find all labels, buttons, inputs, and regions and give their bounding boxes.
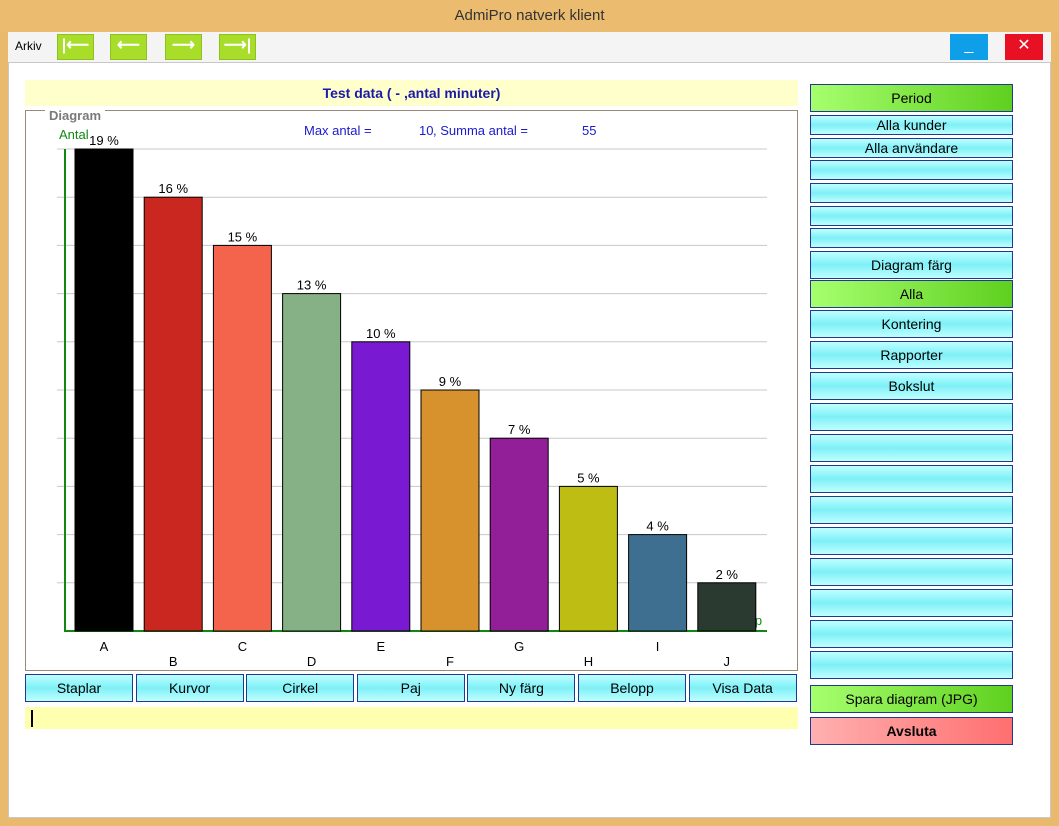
- category-label: C: [238, 639, 247, 654]
- bar-b: [143, 196, 203, 632]
- period-button[interactable]: Period: [810, 84, 1013, 112]
- previous-record-button[interactable]: ⟵: [110, 34, 147, 60]
- category-label: A: [100, 639, 109, 654]
- category-label: B: [169, 654, 178, 669]
- max-value: 10: [419, 123, 433, 138]
- bar-percent-label: 16 %: [158, 181, 188, 196]
- spara-diagram-button[interactable]: Spara diagram (JPG): [810, 685, 1013, 713]
- category-label: G: [514, 639, 524, 654]
- empty-filter-button-1[interactable]: [810, 160, 1013, 180]
- bar-h: [558, 485, 618, 632]
- minimize-icon: _: [964, 37, 974, 54]
- bar-chart: Antal Grupp Max antal = 10 , Summa antal…: [57, 123, 767, 669]
- sum-label: , Summa antal =: [433, 123, 528, 138]
- category-label: H: [584, 654, 593, 669]
- arrow-right-icon: ⟶: [172, 37, 195, 54]
- empty-filter-button-2[interactable]: [810, 183, 1013, 203]
- bar-percent-label: 10 %: [366, 326, 396, 341]
- y-axis-label: Antal: [59, 127, 89, 142]
- bar-percent-label: 5 %: [577, 470, 600, 485]
- bar-percent-label: 19 %: [89, 133, 119, 148]
- minimize-button[interactable]: _: [950, 34, 988, 60]
- bar-percent-label: 15 %: [228, 229, 258, 244]
- status-input[interactable]: [25, 707, 798, 729]
- diagram-frame: [25, 110, 798, 671]
- kontering-button[interactable]: Kontering: [810, 310, 1013, 338]
- sum-value: 55: [582, 123, 596, 138]
- category-label: E: [376, 639, 385, 654]
- empty-menu-button-8[interactable]: [810, 620, 1013, 648]
- bar-a: [74, 148, 134, 632]
- belopp-button[interactable]: Belopp: [578, 674, 686, 702]
- category-label: I: [656, 639, 660, 654]
- paj-button[interactable]: Paj: [356, 674, 465, 702]
- rapporter-button[interactable]: Rapporter: [810, 341, 1013, 369]
- category-label: F: [446, 654, 454, 669]
- bar-j: [697, 582, 757, 632]
- cirkel-button[interactable]: Cirkel: [246, 674, 355, 702]
- diagram-farg-button[interactable]: Diagram färg: [810, 251, 1013, 279]
- alla-button[interactable]: Alla: [810, 280, 1013, 308]
- first-record-button[interactable]: |⟵: [57, 34, 94, 60]
- close-button[interactable]: ✕: [1005, 34, 1043, 60]
- last-record-button[interactable]: ⟶|: [219, 34, 256, 60]
- arrow-first-icon: |⟵: [61, 37, 90, 54]
- staplar-button[interactable]: Staplar: [25, 674, 133, 702]
- text-cursor: [31, 710, 33, 727]
- bar-percent-label: 13 %: [297, 278, 327, 293]
- bar-percent-label: 7 %: [508, 422, 531, 437]
- toolbar: Arkiv |⟵ ⟵ ⟶ ⟶| _ ✕: [8, 32, 1051, 62]
- window-title: AdmiPro natverk klient: [0, 0, 1059, 32]
- bokslut-button[interactable]: Bokslut: [810, 372, 1013, 400]
- menu-arkiv[interactable]: Arkiv: [15, 39, 42, 53]
- empty-menu-button-3[interactable]: [810, 465, 1013, 493]
- empty-menu-button-2[interactable]: [810, 434, 1013, 462]
- bar-i: [628, 534, 688, 632]
- bar-g: [489, 437, 549, 632]
- alla-kunder-button[interactable]: Alla kunder: [810, 115, 1013, 135]
- bar-f: [420, 389, 480, 632]
- bar-d: [282, 293, 342, 632]
- category-label: D: [307, 654, 316, 669]
- category-label: J: [724, 654, 731, 669]
- empty-filter-button-3[interactable]: [810, 206, 1013, 226]
- arrow-last-icon: ⟶|: [223, 37, 252, 54]
- empty-filter-button-4[interactable]: [810, 228, 1013, 248]
- close-icon: ✕: [1017, 37, 1031, 54]
- bar-percent-label: 9 %: [439, 374, 462, 389]
- arrow-left-icon: ⟵: [117, 37, 140, 54]
- empty-menu-button-5[interactable]: [810, 527, 1013, 555]
- bar-c: [212, 244, 272, 632]
- next-record-button[interactable]: ⟶: [165, 34, 202, 60]
- bar-percent-label: 4 %: [646, 519, 669, 534]
- diagram-group-label: Diagram: [45, 108, 106, 123]
- ny-farg-button[interactable]: Ny färg: [467, 674, 576, 702]
- avsluta-button[interactable]: Avsluta: [810, 717, 1013, 745]
- max-label: Max antal =: [304, 123, 372, 138]
- empty-menu-button-7[interactable]: [810, 589, 1013, 617]
- visa-data-button[interactable]: Visa Data: [688, 674, 797, 702]
- empty-menu-button-6[interactable]: [810, 558, 1013, 586]
- empty-menu-button-4[interactable]: [810, 496, 1013, 524]
- bar-e: [351, 341, 411, 632]
- kurvor-button[interactable]: Kurvor: [135, 674, 244, 702]
- empty-menu-button-1[interactable]: [810, 403, 1013, 431]
- empty-menu-button-9[interactable]: [810, 651, 1013, 679]
- alla-anvandare-button[interactable]: Alla användare: [810, 138, 1013, 158]
- bar-percent-label: 2 %: [716, 567, 739, 582]
- chart-title: Test data ( - ,antal minuter): [25, 80, 798, 106]
